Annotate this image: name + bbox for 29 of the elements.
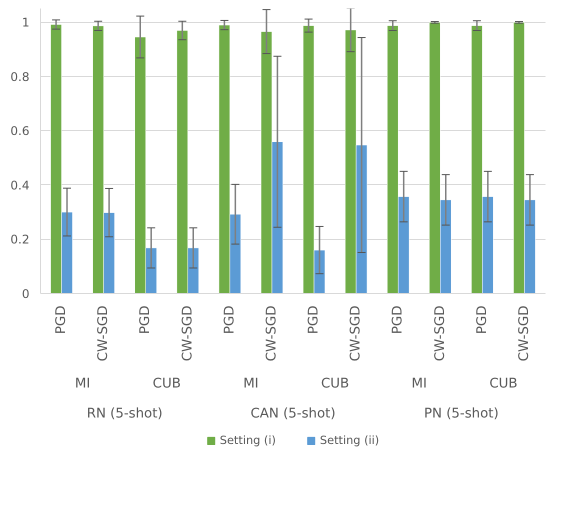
x-tick-label: CW-SGD bbox=[264, 305, 280, 362]
y-tick-label: 0.2 bbox=[10, 232, 30, 247]
legend-label: Setting (i) bbox=[220, 433, 276, 447]
x-tick-label: PGD bbox=[474, 305, 490, 334]
text: CUB bbox=[320, 376, 350, 392]
x-tick-label: CW-SGD bbox=[432, 305, 448, 362]
text: CUB bbox=[152, 376, 181, 392]
y-tick-label: 0.8 bbox=[10, 70, 30, 84]
text: PN (5-shot) bbox=[424, 406, 499, 422]
text: MI bbox=[412, 376, 427, 392]
y-tick-label: 1 bbox=[22, 16, 30, 30]
x-tick-label: PGD bbox=[54, 305, 70, 334]
text: CUB bbox=[489, 376, 518, 392]
x-tick-label: CW-SGD bbox=[516, 305, 532, 362]
text: CAN (5-shot) bbox=[250, 406, 336, 422]
text: RN (5-shot) bbox=[86, 406, 163, 422]
x-tick-label: PGD bbox=[222, 305, 238, 334]
text: MI bbox=[243, 376, 259, 392]
y-tick-label: 0.6 bbox=[10, 124, 30, 138]
x-tick-label: PGD bbox=[138, 305, 154, 334]
x-tick-label: PGD bbox=[390, 305, 406, 334]
x-tick-label: CW-SGD bbox=[96, 305, 112, 362]
x-tick-label: CW-SGD bbox=[180, 305, 196, 362]
legend-label: Setting (ii) bbox=[320, 433, 380, 447]
x-tick-label: PGD bbox=[306, 305, 322, 334]
x-tick-label: CW-SGD bbox=[348, 305, 364, 362]
text: MI bbox=[74, 376, 90, 392]
y-tick-label: 0 bbox=[22, 287, 30, 301]
y-tick-label: 0.4 bbox=[10, 178, 30, 192]
